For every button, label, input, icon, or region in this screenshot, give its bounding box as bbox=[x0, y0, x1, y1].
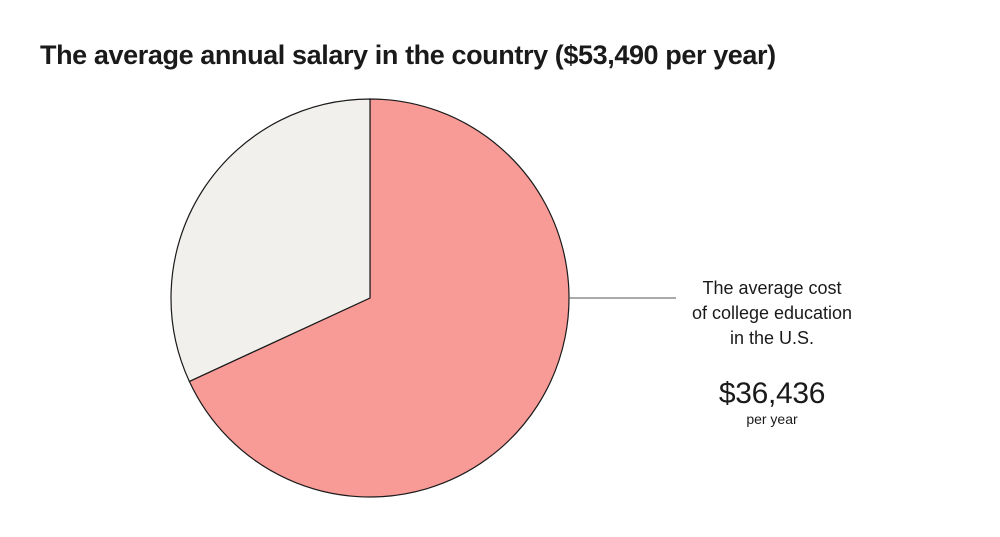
slice-annotation: The average cost of college education in… bbox=[672, 276, 872, 428]
annotation-unit: per year bbox=[746, 411, 798, 427]
chart-title: The average annual salary in the country… bbox=[40, 40, 776, 70]
annotation-label: The average cost of college education in… bbox=[691, 278, 853, 348]
annotation-value: $36,436 bbox=[718, 377, 826, 410]
pie-slice-0 bbox=[188, 98, 570, 498]
pie-slice-1 bbox=[170, 98, 371, 382]
